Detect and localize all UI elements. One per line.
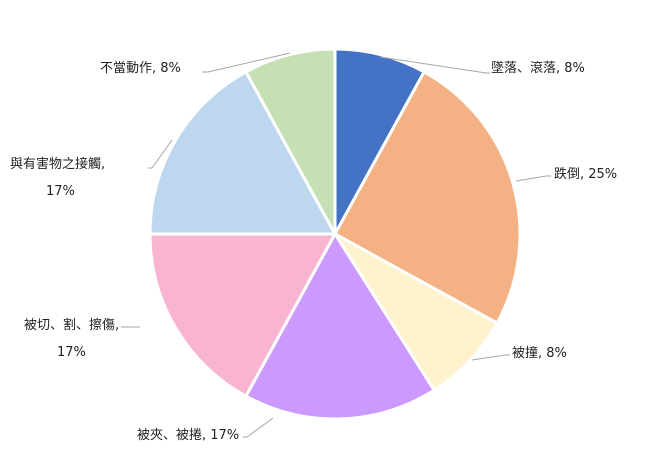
leader-line xyxy=(515,175,551,182)
pie-slice-1 xyxy=(332,69,522,326)
leader-line xyxy=(379,56,490,74)
data-label-5: 與有害物之接觸, xyxy=(10,156,105,172)
pie-slice-5 xyxy=(148,69,338,236)
pie-slice-0 xyxy=(333,47,427,235)
pie-slice-2 xyxy=(333,232,500,393)
data-label-1: 跌倒, 25% xyxy=(554,166,617,182)
data-label-2: 被撞, 8% xyxy=(512,346,567,361)
pie-slice-3 xyxy=(243,231,437,421)
pie-slice-4 xyxy=(148,232,338,399)
data-labels: 墜落、滾落, 8% 跌倒, 25% 被撞, 8% 被夾、被捲, 17% 被切、割… xyxy=(10,52,617,443)
leader-line xyxy=(471,354,510,361)
data-label-6: 不當動作, 8% xyxy=(100,61,181,76)
data-label-4-value: 17% xyxy=(57,345,86,360)
data-label-5-value: 17% xyxy=(46,184,75,199)
pie-slice-6 xyxy=(243,47,337,235)
pie-slices xyxy=(148,47,522,421)
data-label-0: 墜落、滾落, 8% xyxy=(491,60,585,76)
data-label-4: 被切、割、擦傷, xyxy=(24,317,119,333)
leader-line xyxy=(148,139,173,169)
leader-line xyxy=(243,417,274,438)
data-label-3: 被夾、被捲, 17% xyxy=(137,428,239,443)
leader-line xyxy=(202,52,291,73)
